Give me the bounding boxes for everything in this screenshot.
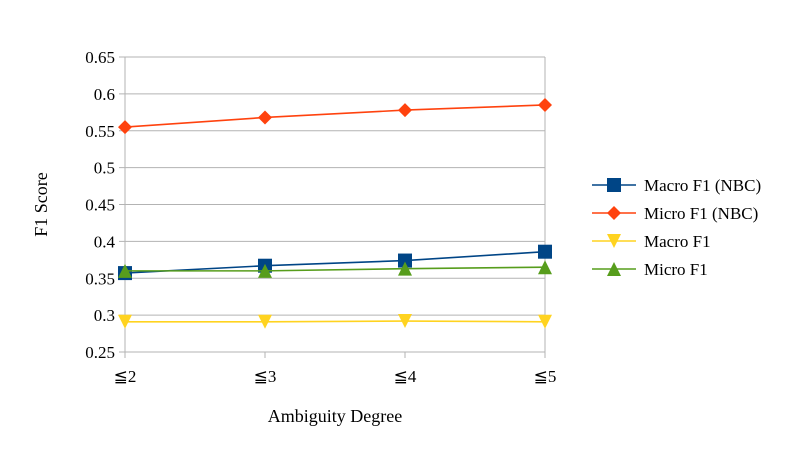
legend-swatch-marker <box>607 178 621 192</box>
data-point <box>398 103 412 118</box>
y-tick-label: 0.65 <box>85 48 115 67</box>
series-line <box>125 320 546 323</box>
x-tick-label: ≦2 <box>114 367 137 386</box>
legend-item: Micro F1 <box>592 260 708 279</box>
data-point <box>258 110 272 125</box>
y-tick-label: 0.4 <box>94 232 116 251</box>
y-tick-label: 0.25 <box>85 343 115 362</box>
legend: Macro F1 (NBC) Micro F1 (NBC) Macro F1 Micr… <box>592 176 761 279</box>
x-tick-label: ≦4 <box>394 367 417 386</box>
series-1 <box>118 244 552 281</box>
series-line <box>125 266 546 272</box>
data-point <box>118 120 132 135</box>
series-3 <box>118 314 552 329</box>
data-point <box>258 263 272 278</box>
y-axis-title: F1 Score <box>31 172 51 237</box>
series-4 <box>118 260 552 278</box>
x-axis-title: Ambiguity Degree <box>268 406 402 426</box>
gridlines <box>125 56 545 353</box>
y-tick-label: 0.55 <box>85 122 115 141</box>
legend-label: Macro F1 (NBC) <box>644 176 761 195</box>
data-point <box>538 260 552 275</box>
legend-item: Macro F1 (NBC) <box>592 176 761 195</box>
legend-label: Micro F1 (NBC) <box>644 204 758 223</box>
y-tick-label: 0.3 <box>94 306 115 325</box>
series-line <box>124 250 546 274</box>
legend-swatch-marker <box>607 206 621 220</box>
series-group <box>118 97 552 329</box>
data-point <box>538 314 552 329</box>
data-point <box>398 253 412 268</box>
legend-label: Macro F1 <box>644 232 711 251</box>
y-tick-label: 0.5 <box>94 159 115 178</box>
legend-item: Micro F1 (NBC) <box>592 204 758 223</box>
y-tick-label: 0.45 <box>85 196 115 215</box>
data-point <box>398 314 412 329</box>
data-point <box>118 314 132 329</box>
legend-item: Macro F1 <box>592 232 711 251</box>
series-line <box>124 104 546 128</box>
series-2 <box>118 97 552 135</box>
data-point <box>538 97 552 112</box>
x-tick-label: ≦5 <box>534 367 557 386</box>
legend-label: Micro F1 <box>644 260 708 279</box>
data-point <box>258 314 272 329</box>
x-tick-label: ≦3 <box>254 367 277 386</box>
data-point <box>118 263 132 278</box>
y-tick-label: 0.6 <box>94 85 115 104</box>
legend-swatch-marker <box>607 234 621 248</box>
y-tick-label: 0.35 <box>85 269 115 288</box>
data-point <box>538 244 552 259</box>
legend-swatch-marker <box>607 262 621 276</box>
axes: 0.25 0.3 0.35 0.4 0.45 0.5 0.55 0.6 0.65 ≦2 ≦3 ≦4 ≦5 <box>85 48 556 386</box>
data-point <box>398 261 412 276</box>
